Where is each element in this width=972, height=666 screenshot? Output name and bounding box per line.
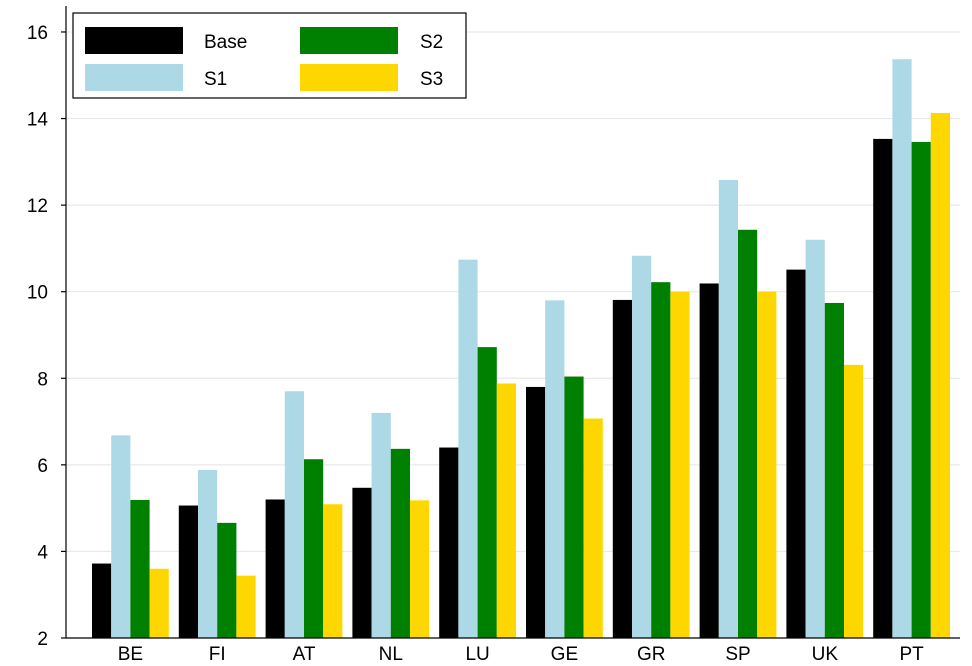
y-tick-label: 4 [37,542,48,563]
bar-s2-sp [738,229,758,639]
bar-base-fi [178,505,198,638]
legend-swatch-s3 [300,64,398,91]
bar-base-uk [786,269,806,638]
bar-s3-ge [583,418,603,638]
bar-s3-pt [930,112,950,639]
bar-s3-at [323,504,343,638]
bar-s1-nl [371,412,391,638]
bar-s1-ge [545,300,565,638]
bar-s2-at [304,459,324,638]
x-tick-label: FI [209,644,226,665]
y-tick-label: 8 [37,369,48,390]
y-tick-label: 12 [27,196,48,217]
bar-base-be [92,563,112,638]
x-tick-label: SP [725,644,750,665]
y-tick-label: 2 [37,629,48,650]
y-tick-label: 16 [27,23,48,44]
bar-base-gr [612,299,632,638]
x-tick-label: PT [899,644,924,665]
bar-base-at [265,499,285,638]
x-tick-label: UK [812,644,839,665]
bar-base-sp [699,283,719,638]
bar-s1-pt [892,59,912,638]
x-tick-label: LU [465,644,489,665]
bar-base-ge [526,386,546,638]
bar-s2-lu [477,347,497,638]
bar-base-nl [352,487,372,638]
bar-s1-lu [458,259,478,638]
y-tick-label: 14 [27,110,49,131]
bar-base-pt [873,138,893,638]
bar-s2-uk [824,302,844,638]
legend-label-base: Base [204,32,247,53]
legend-label-s1: S1 [204,69,227,90]
y-tick-label: 6 [37,456,48,477]
bar-s3-fi [236,575,256,638]
bar-s1-be [111,435,131,638]
bar-s2-gr [651,282,671,638]
bar-s1-at [284,391,304,638]
bar-s1-fi [198,470,218,638]
bar-s3-sp [757,291,777,638]
bar-s2-ge [564,376,584,638]
legend-swatch-s1 [85,64,183,91]
axes [65,6,960,639]
legend-label-s2: S2 [420,32,443,53]
bar-s1-uk [805,239,825,638]
bar-s3-be [149,568,169,638]
x-tick-label: BE [118,644,143,665]
legend-swatch-s2 [300,27,398,54]
legend-swatch-base [85,27,183,54]
bar-base-lu [439,447,459,638]
x-tick-label: GE [551,644,578,665]
bar-s3-gr [670,291,690,638]
x-tick-label: NL [379,644,403,665]
legend: Base S1 S2 S3 [72,12,467,99]
bar-s3-nl [410,500,430,638]
bars [92,59,950,639]
x-tick-label: AT [293,644,316,665]
bar-s2-fi [217,522,237,638]
bar-s2-pt [911,141,931,639]
bar-s1-gr [632,255,652,638]
bar-s3-lu [496,383,516,638]
x-tick-label: GR [637,644,666,665]
legend-label-s3: S3 [420,69,443,90]
y-tick-labels: 2 4 6 8 10 12 14 16 [27,23,49,650]
bar-s1-sp [718,180,738,639]
y-tick-label: 10 [27,283,48,304]
bar-s3-uk [844,364,864,638]
x-tick-labels: BE FI AT NL LU GE GR SP UK PT [118,644,924,665]
bar-s2-be [130,499,150,638]
bar-s2-nl [390,448,410,638]
